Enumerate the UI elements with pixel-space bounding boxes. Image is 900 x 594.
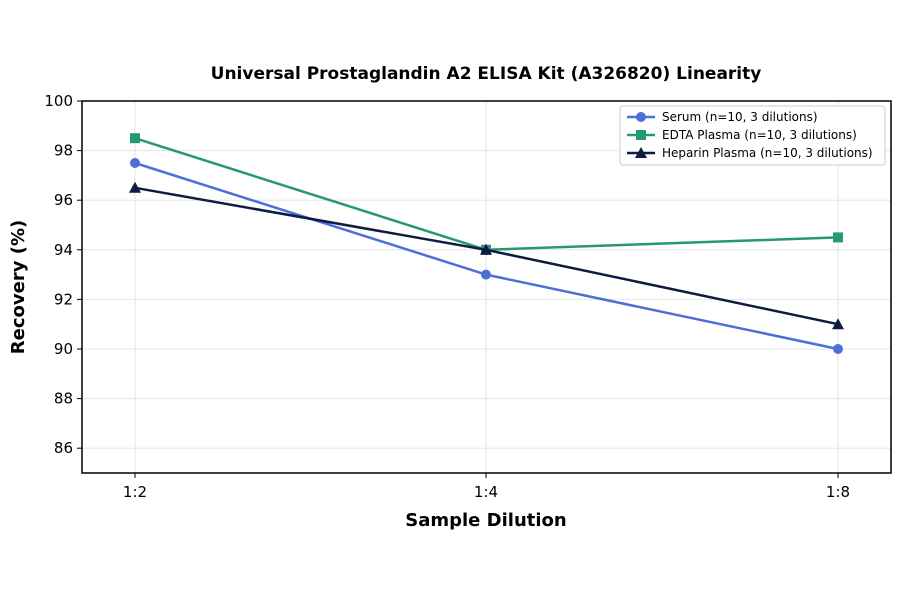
series-1 — [130, 158, 843, 354]
x-tick-label: 1:4 — [474, 483, 498, 501]
chart-title: Universal Prostaglandin A2 ELISA Kit (A3… — [211, 64, 762, 84]
data-point — [480, 243, 492, 255]
x-axis-ticks: 1:2 1:4 1:8 — [123, 473, 850, 501]
y-tick-label: 100 — [44, 92, 73, 110]
y-tick-label: 96 — [54, 191, 73, 209]
plot-frame — [81, 100, 892, 474]
x-tick-label: 1:8 — [826, 483, 850, 501]
y-tick-label: 94 — [54, 241, 73, 259]
y-tick-label: 92 — [54, 290, 73, 308]
legend: Serum (n=10, 3 dilutions) EDTA Plasma (n=… — [619, 105, 886, 166]
legend-entry: Serum (n=10, 3 dilutions) — [627, 110, 818, 124]
legend-label: Serum (n=10, 3 dilutions) — [662, 110, 818, 124]
series-layer — [129, 133, 844, 354]
y-tick-label: 88 — [54, 390, 73, 408]
data-point — [481, 269, 491, 280]
legend-marker — [636, 130, 646, 140]
data-point — [130, 133, 140, 144]
legend-entry: EDTA Plasma (n=10, 3 dilutions) — [627, 128, 857, 142]
data-point — [129, 181, 141, 193]
data-point — [130, 158, 140, 168]
x-tick-label: 1:2 — [123, 483, 147, 501]
data-point — [833, 344, 843, 354]
data-point — [832, 318, 844, 330]
legend-marker — [635, 147, 647, 158]
y-tick-label: 90 — [54, 340, 73, 358]
y-axis-ticks: 86 88 90 92 94 96 98 100 — [44, 92, 82, 457]
legend-label: Heparin Plasma (n=10, 3 dilutions) — [662, 146, 873, 160]
y-tick-label: 86 — [54, 439, 73, 457]
legend-label: EDTA Plasma (n=10, 3 dilutions) — [662, 128, 857, 142]
y-tick-label: 98 — [54, 142, 73, 160]
legend-entry: Heparin Plasma (n=10, 3 dilutions) — [627, 146, 873, 160]
y-axis-label: Recovery (%) — [8, 220, 29, 354]
data-point — [833, 232, 843, 243]
x-axis-label: Sample Dilution — [405, 510, 566, 531]
legend-box — [619, 105, 886, 166]
legend-marker — [636, 112, 646, 122]
series-3 — [129, 181, 844, 330]
